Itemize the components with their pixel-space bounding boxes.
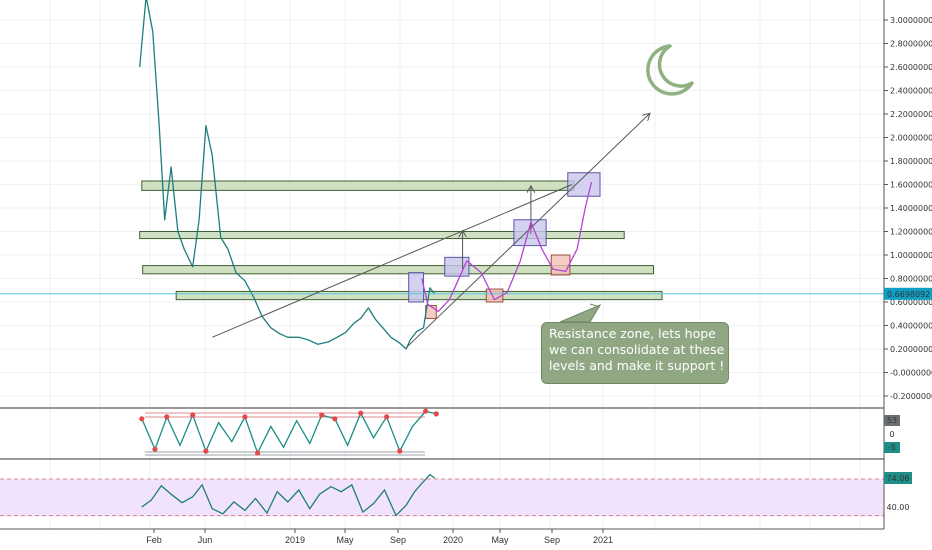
cci-dot [433, 411, 439, 417]
callout-line: Resistance zone, lets hope [549, 326, 716, 341]
resistance-callout: Resistance zone, lets hope we can consol… [541, 322, 729, 384]
y-tick-label: 2.4000000 [890, 87, 932, 96]
projection-box-blue [408, 272, 425, 303]
x-tick-label: 2021 [593, 535, 613, 545]
x-tick-label: May [491, 535, 509, 545]
cci-dot [164, 414, 170, 420]
y-tick-label: -0.0000000 [890, 369, 932, 378]
price-line [139, 0, 436, 350]
cci-dot [152, 446, 158, 452]
cci-dot [384, 414, 390, 420]
moon-icon [646, 44, 694, 96]
projection-box-blue [567, 172, 601, 197]
y-tick-label: 2.8000000 [890, 40, 932, 49]
cci-dot [242, 414, 248, 420]
price-series-layer [139, 0, 436, 350]
projection-box-red [550, 254, 571, 276]
cci-line [141, 410, 437, 455]
cci-panel [0, 407, 884, 460]
resistance-zone [139, 231, 625, 240]
x-tick-label: May [336, 535, 354, 545]
x-tick-label: Feb [146, 535, 162, 545]
cci-dot [190, 412, 196, 418]
y-tick-label: 1.6000000 [890, 181, 932, 190]
trend-line [405, 114, 649, 349]
last-price-badge [884, 287, 932, 300]
y-tick-label: 1.4000000 [890, 204, 932, 213]
grid [0, 0, 884, 530]
y-tick-label: 0.4000000 [890, 322, 932, 331]
callout-line: we can consolidate at these [549, 342, 725, 357]
trend-line [212, 184, 573, 338]
y-tick-label: 0.2000000 [890, 345, 932, 354]
y-tick-label: 3.0000000 [890, 16, 932, 25]
x-tick-label: Sep [544, 535, 560, 545]
rsi-badge [884, 472, 912, 484]
cci-dot [397, 448, 403, 454]
cci-dot [358, 410, 364, 416]
projection-path [421, 181, 593, 313]
zone-layer [139, 180, 663, 301]
rsi-value-label: 74.06 [887, 474, 910, 483]
cci-dot [255, 450, 261, 456]
time-axis-bg [0, 529, 932, 550]
price-axis-bg [884, 0, 932, 550]
x-tick-label: Sep [390, 535, 406, 545]
y-tick-label: 1.0000000 [890, 251, 932, 260]
rsi-level-label: 40.00 [887, 503, 910, 512]
y-tick-label: 1.2000000 [890, 228, 932, 237]
cci-dot [423, 408, 429, 414]
cci-badge-dark [884, 415, 900, 426]
resistance-zone [141, 180, 575, 191]
callout-tail [559, 303, 602, 323]
cci-dot [203, 448, 209, 454]
drawing-layer [0, 114, 884, 349]
x-tick-label: 2019 [285, 535, 305, 545]
callout-line: levels and make it support ! [549, 358, 725, 373]
y-tick-label: 2.0000000 [890, 134, 932, 143]
y-tick-label: 2.2000000 [890, 110, 932, 119]
y-tick-label: 2.6000000 [890, 63, 932, 72]
rsi-panel [0, 473, 884, 517]
y-tick-label: 1.8000000 [890, 157, 932, 166]
cci-zero-label: 0 [889, 430, 894, 439]
y-tick-label: -0.2000000 [890, 392, 932, 401]
resistance-zone [142, 265, 654, 275]
x-tick-label: 2020 [443, 535, 463, 545]
last-price-label: 0.6698092 [887, 290, 930, 299]
rsi-line [141, 473, 435, 517]
cci-dot [139, 416, 145, 422]
x-tick-label: Jun [198, 535, 213, 545]
cci-badge-teal [884, 442, 900, 453]
rsi-band [0, 479, 884, 517]
y-tick-label: 0.8000000 [890, 275, 932, 284]
cci-badge-label: 53 [887, 416, 897, 425]
cci-dot [319, 412, 325, 418]
cci-dot [332, 416, 338, 422]
cci-badge-label: -5 [888, 443, 896, 452]
projection-box-blue [444, 256, 470, 277]
y-tick-label: 0.6000000 [890, 298, 932, 307]
